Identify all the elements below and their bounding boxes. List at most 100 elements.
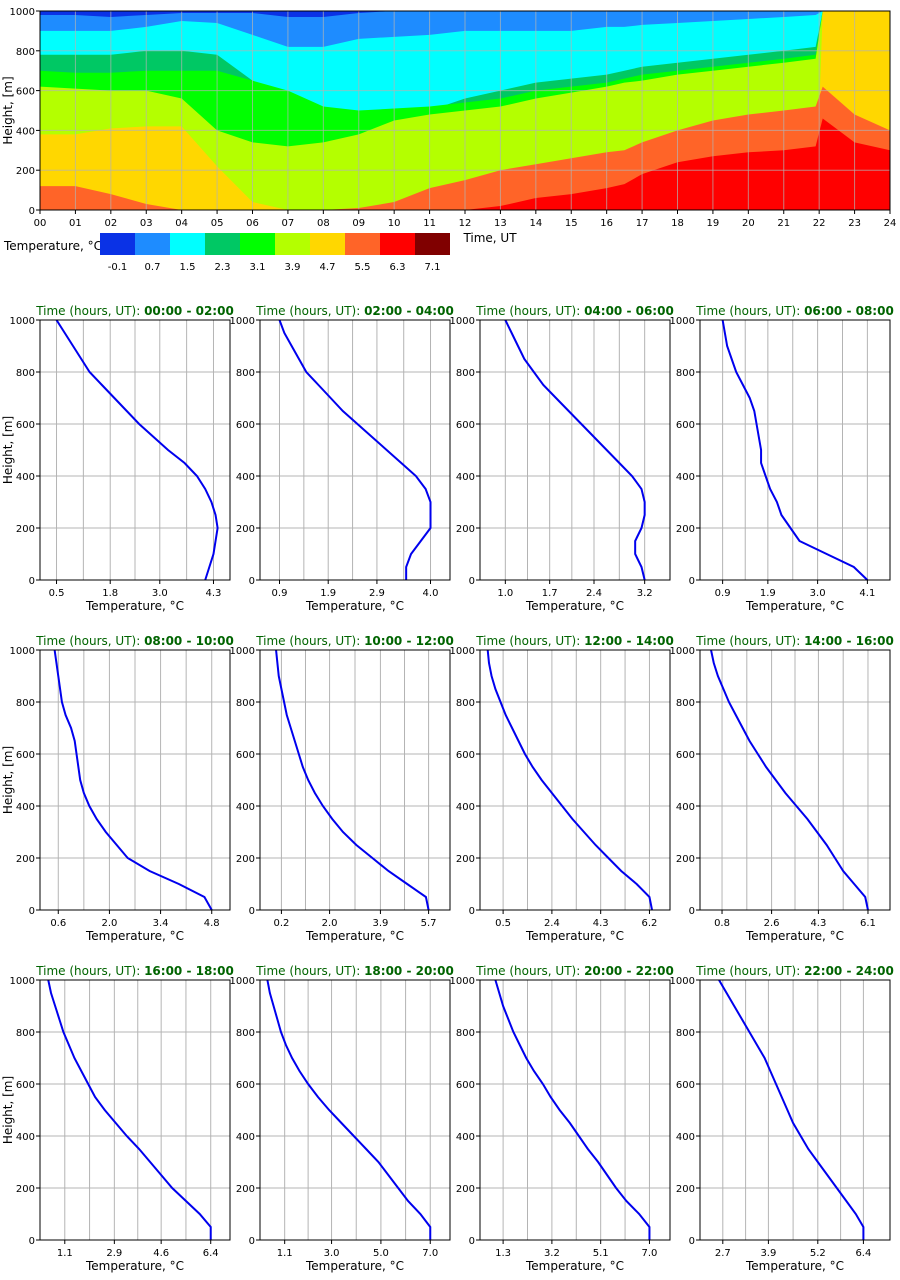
profile-xtick-label: 6.1 bbox=[860, 918, 876, 929]
profile-ytick-label: 800 bbox=[456, 698, 475, 709]
heatmap-xtick-label: 14 bbox=[529, 218, 542, 229]
heatmap-ytick-label: 200 bbox=[16, 166, 35, 177]
profile-xtick-label: 3.9 bbox=[372, 918, 388, 929]
colorbar-tick-label: 6.3 bbox=[390, 262, 406, 273]
profile-line bbox=[266, 979, 432, 1240]
profile-ytick-label: 800 bbox=[16, 1028, 35, 1039]
profile-xtick-label: 2.7 bbox=[715, 1248, 731, 1259]
profile-xtick-label: 2.4 bbox=[586, 588, 602, 599]
profile-xtick-label: 0.9 bbox=[715, 588, 731, 599]
profile-line bbox=[486, 649, 654, 911]
profile-frame bbox=[39, 979, 231, 1241]
profile-ytick-label: 1000 bbox=[670, 976, 695, 987]
profile-line bbox=[53, 649, 213, 911]
profile-xtick-label: 1.9 bbox=[760, 588, 776, 599]
profile-ytick-label: 600 bbox=[676, 1080, 695, 1091]
heatmap-xtick-label: 13 bbox=[494, 218, 507, 229]
profile-ylabel: Height, [m] bbox=[1, 1076, 15, 1144]
profile-title-prefix: Time (hours, UT): bbox=[35, 304, 144, 318]
profile-xlabel: Temperature, °C bbox=[525, 1259, 624, 1273]
profile-ytick-label: 400 bbox=[16, 802, 35, 813]
profile-ytick-label: 600 bbox=[236, 750, 255, 761]
profile-xtick-label: 4.3 bbox=[206, 588, 222, 599]
profile-title-range: 00:00 - 02:00 bbox=[144, 304, 234, 318]
profile-title-range: 18:00 - 20:00 bbox=[364, 964, 454, 978]
profile-ytick-label: 600 bbox=[16, 420, 35, 431]
profile-ytick-label: 1000 bbox=[230, 646, 255, 657]
colorbar-swatch bbox=[205, 233, 240, 255]
profile-xtick-label: 5.2 bbox=[810, 1248, 826, 1259]
profile-xlabel: Temperature, °C bbox=[525, 929, 624, 943]
profile-title: Time (hours, UT): 16:00 - 18:00 bbox=[35, 964, 234, 978]
profile-ytick-label: 200 bbox=[236, 1184, 255, 1195]
profile-xlabel: Temperature, °C bbox=[305, 929, 404, 943]
profile-xlabel: Temperature, °C bbox=[745, 1259, 844, 1273]
profile-xlabel: Temperature, °C bbox=[85, 1259, 184, 1273]
profile-frame bbox=[699, 649, 891, 911]
profile-title-range: 02:00 - 04:00 bbox=[364, 304, 454, 318]
profile-xtick-label: 1.1 bbox=[57, 1248, 73, 1259]
profile-xtick-label: 6.4 bbox=[203, 1248, 219, 1259]
profile-frame bbox=[39, 319, 231, 581]
profile-xtick-label: 7.0 bbox=[422, 1248, 438, 1259]
profile-xlabel: Temperature, °C bbox=[745, 929, 844, 943]
profile-ytick-label: 800 bbox=[456, 368, 475, 379]
profile-xtick-label: 1.8 bbox=[102, 588, 118, 599]
heatmap-ytick-label: 1000 bbox=[10, 7, 35, 18]
profile-ytick-label: 1000 bbox=[450, 646, 475, 657]
profile-ytick-label: 800 bbox=[236, 698, 255, 709]
heatmap-xtick-label: 15 bbox=[565, 218, 578, 229]
profile-line bbox=[718, 979, 865, 1240]
profile-ytick-label: 1000 bbox=[450, 976, 475, 987]
profile-xtick-label: 3.2 bbox=[544, 1248, 560, 1259]
profile-ytick-label: 0 bbox=[29, 906, 35, 917]
profile-xtick-label: 4.1 bbox=[859, 588, 875, 599]
profile-xlabel: Temperature, °C bbox=[525, 599, 624, 613]
heatmap-ytick-label: 400 bbox=[16, 126, 35, 137]
heatmap-xtick-label: 02 bbox=[104, 218, 117, 229]
heatmap-xtick-label: 18 bbox=[671, 218, 684, 229]
profile-xtick-label: 6.4 bbox=[855, 1248, 871, 1259]
profile-ytick-label: 400 bbox=[16, 472, 35, 483]
profile-title-range: 22:00 - 24:00 bbox=[804, 964, 894, 978]
profile-xtick-label: 4.3 bbox=[593, 918, 609, 929]
colorbar-tick-label: 5.5 bbox=[355, 262, 371, 273]
profile-xtick-label: 4.8 bbox=[204, 918, 220, 929]
profile-title-prefix: Time (hours, UT): bbox=[695, 304, 804, 318]
profile-ytick-label: 400 bbox=[236, 472, 255, 483]
profile-title: Time (hours, UT): 08:00 - 10:00 bbox=[35, 634, 234, 648]
profile-xtick-label: 2.6 bbox=[764, 918, 780, 929]
profile-ytick-label: 1000 bbox=[670, 316, 695, 327]
profile-ytick-label: 400 bbox=[236, 1132, 255, 1143]
profile-title-range: 06:00 - 08:00 bbox=[804, 304, 894, 318]
profile-title-range: 08:00 - 10:00 bbox=[144, 634, 234, 648]
profile-ytick-label: 0 bbox=[469, 906, 475, 917]
profile-xlabel: Temperature, °C bbox=[85, 929, 184, 943]
colorbar-tick-label: 0.7 bbox=[145, 262, 161, 273]
profile-ytick-label: 0 bbox=[29, 576, 35, 587]
profile-xtick-label: 6.2 bbox=[642, 918, 658, 929]
profile-frame bbox=[259, 979, 451, 1241]
profile-ytick-label: 400 bbox=[236, 802, 255, 813]
heatmap-xtick-label: 11 bbox=[423, 218, 436, 229]
profile-ytick-label: 600 bbox=[16, 1080, 35, 1091]
profile-line bbox=[278, 319, 432, 580]
profile-title-range: 04:00 - 06:00 bbox=[584, 304, 674, 318]
profile-title-prefix: Time (hours, UT): bbox=[255, 304, 364, 318]
profile-ytick-label: 0 bbox=[249, 576, 255, 587]
heatmap-xtick-label: 22 bbox=[813, 218, 826, 229]
heatmap-ylabel: Height, [m] bbox=[1, 76, 15, 144]
profile-ytick-label: 1000 bbox=[230, 316, 255, 327]
profile-ytick-label: 200 bbox=[16, 1184, 35, 1195]
heatmap-xtick-label: 03 bbox=[140, 218, 153, 229]
profile-ytick-label: 0 bbox=[469, 576, 475, 587]
profile-xtick-label: 4.0 bbox=[423, 588, 439, 599]
profile-ytick-label: 200 bbox=[676, 854, 695, 865]
profile-ytick-label: 400 bbox=[456, 802, 475, 813]
profile-xtick-label: 2.0 bbox=[322, 918, 338, 929]
